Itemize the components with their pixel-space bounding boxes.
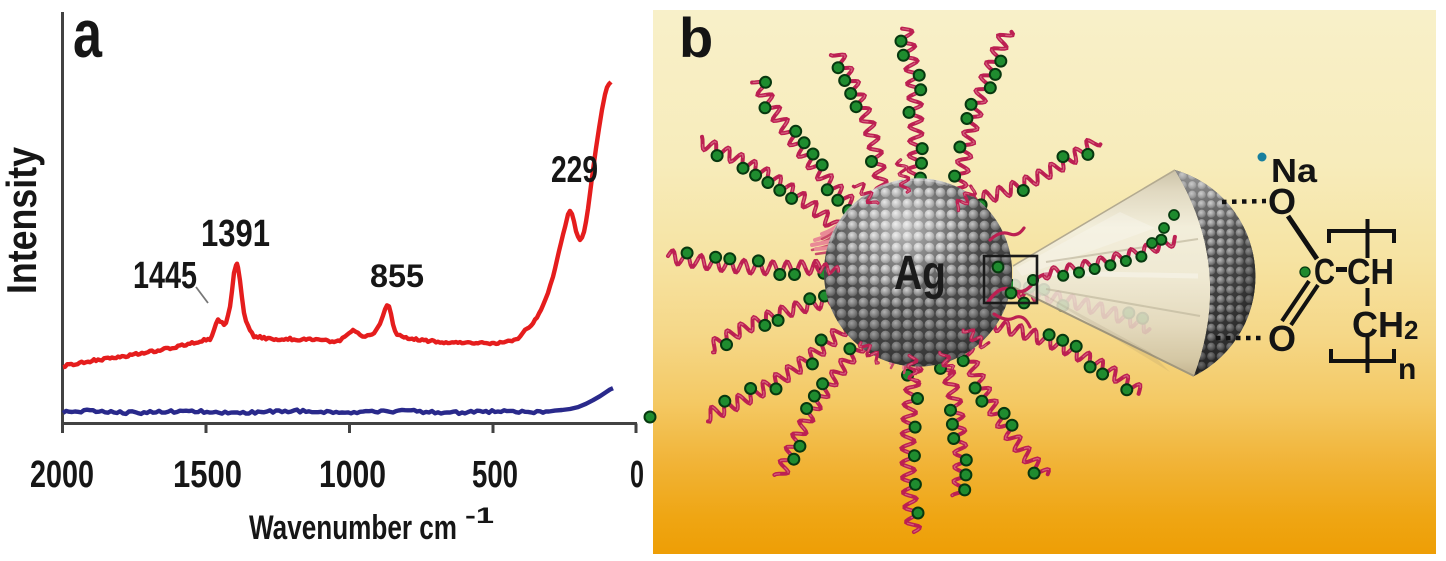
svg-text:C: C bbox=[1314, 251, 1335, 292]
svg-text:O: O bbox=[1268, 318, 1296, 359]
svg-text:0: 0 bbox=[630, 454, 644, 496]
svg-text:O: O bbox=[1268, 181, 1296, 222]
svg-text:a: a bbox=[73, 0, 103, 72]
svg-text:Na: Na bbox=[1271, 152, 1318, 189]
svg-text:Intensity: Intensity bbox=[0, 146, 45, 294]
svg-text:-1: -1 bbox=[465, 503, 494, 528]
svg-text:CH: CH bbox=[1347, 251, 1394, 292]
svg-text:Wavenumber cm: Wavenumber cm bbox=[249, 509, 457, 547]
svg-text:855: 855 bbox=[370, 258, 424, 294]
svg-text:b: b bbox=[679, 6, 713, 69]
svg-text:1445: 1445 bbox=[133, 255, 197, 297]
svg-text:Ag: Ag bbox=[894, 247, 946, 300]
svg-text:500: 500 bbox=[472, 454, 518, 496]
svg-text:1500: 1500 bbox=[173, 454, 242, 496]
svg-text:2000: 2000 bbox=[30, 454, 94, 496]
svg-text:229: 229 bbox=[551, 149, 598, 190]
svg-text:1391: 1391 bbox=[201, 213, 270, 255]
svg-text:n: n bbox=[1398, 353, 1416, 386]
svg-text:1000: 1000 bbox=[319, 454, 386, 496]
